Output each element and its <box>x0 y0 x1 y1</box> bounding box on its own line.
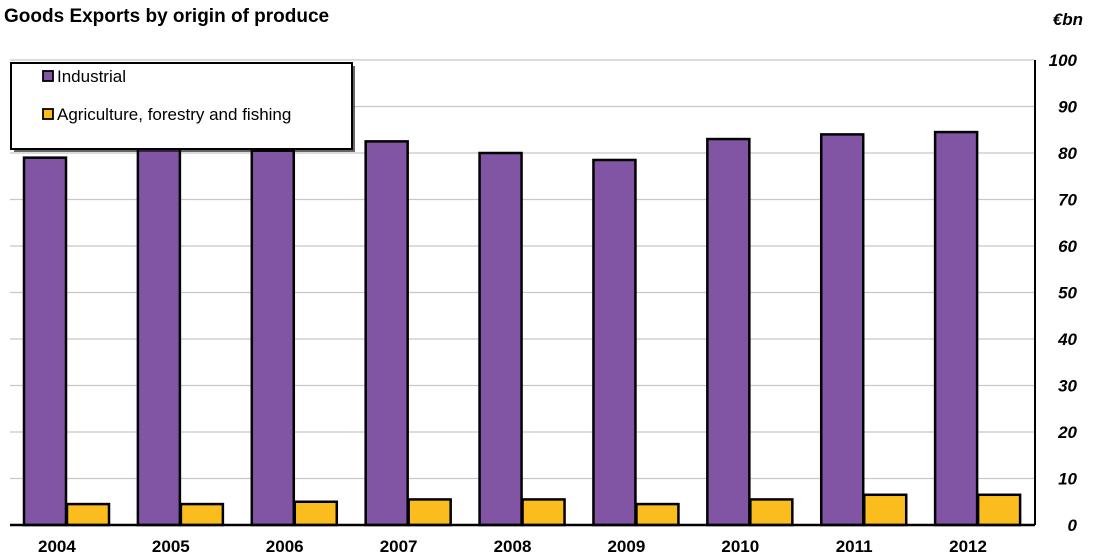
bar-agriculture-2010 <box>749 498 794 527</box>
bar-industrial-2008 <box>478 151 523 527</box>
y-tick-label: 40 <box>1057 330 1077 349</box>
legend-label: Industrial <box>57 67 126 86</box>
bar-agriculture-2005 <box>179 502 225 527</box>
y-tick-label: 20 <box>1057 423 1077 442</box>
y-tick-label: 80 <box>1058 144 1077 163</box>
x-tick-label: 2008 <box>494 537 532 556</box>
x-tick-labels: 2004 2005 2006 2007 2008 2009 2010 2011 2012 <box>38 537 987 556</box>
bar-agriculture-2006 <box>293 500 339 527</box>
bar-agriculture-2011 <box>862 493 908 527</box>
bar-agriculture-2012 <box>976 493 1022 527</box>
bar-industrial-2009 <box>592 158 637 527</box>
legend-box <box>10 62 353 150</box>
y-tick-label: 70 <box>1058 191 1077 210</box>
bar-agriculture-2009 <box>635 502 680 527</box>
x-tick-label: 2006 <box>266 537 304 556</box>
y-tick-label: 30 <box>1058 377 1077 396</box>
bar-industrial-2012 <box>933 130 979 527</box>
legend: Industrial Agriculture, forestry and fish… <box>10 62 355 152</box>
legend-swatch <box>42 70 54 82</box>
unit-label: €bn <box>1052 10 1083 29</box>
y-tick-label: 10 <box>1058 470 1077 489</box>
bar-agriculture-2004 <box>65 502 111 527</box>
x-tick-label: 2007 <box>380 537 418 556</box>
y-tick-label: 60 <box>1058 237 1077 256</box>
bar-industrial-2004 <box>22 156 68 527</box>
bars <box>22 130 1022 527</box>
legend-label: Agriculture, forestry and fishing <box>57 105 291 124</box>
legend-swatch <box>42 108 54 120</box>
y-tick-label: 0 <box>1068 516 1078 535</box>
x-tick-label: 2010 <box>721 537 759 556</box>
y-tick-label: 100 <box>1049 51 1078 70</box>
x-tick-label: 2005 <box>152 537 190 556</box>
bar-industrial-2006 <box>250 149 296 527</box>
chart-title: Goods Exports by origin of produce <box>4 6 330 27</box>
x-tick-label: 2009 <box>607 537 645 556</box>
x-tick-label: 2011 <box>836 537 873 556</box>
bar-industrial-2011 <box>819 133 865 527</box>
y-tick-label: 50 <box>1058 284 1077 303</box>
bar-agriculture-2007 <box>407 498 452 527</box>
bar-industrial-2007 <box>364 140 409 527</box>
axes <box>10 60 1036 527</box>
x-tick-label: 2004 <box>38 537 76 556</box>
bar-agriculture-2008 <box>521 498 566 527</box>
bar-industrial-2010 <box>706 137 751 527</box>
bar-industrial-2005 <box>136 147 182 527</box>
y-tick-labels: 0 10 20 30 40 50 60 70 80 90 100 <box>1049 51 1078 535</box>
y-tick-label: 90 <box>1058 98 1077 117</box>
x-tick-label: 2012 <box>949 537 987 556</box>
